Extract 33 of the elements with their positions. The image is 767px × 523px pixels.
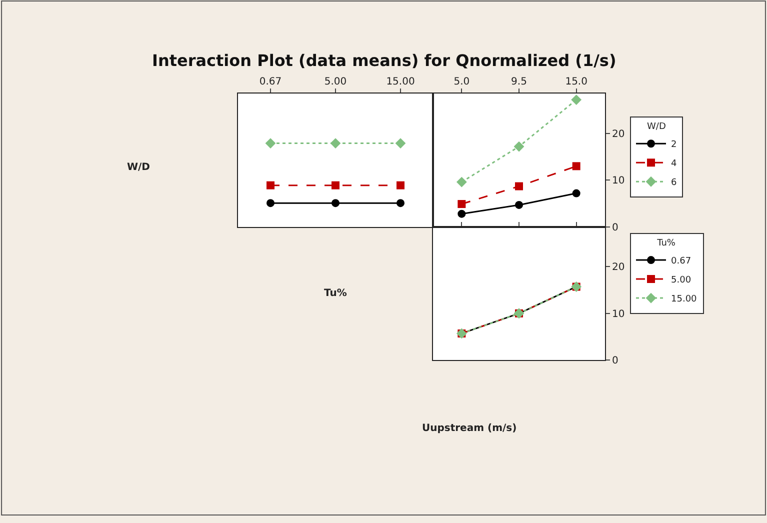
y-axis-title: Tu% bbox=[324, 288, 347, 299]
point bbox=[458, 210, 466, 218]
legend-label: 0.67 bbox=[671, 256, 692, 267]
chart-title: Interaction Plot (data means) for Qnormalized (1/s) bbox=[152, 51, 616, 70]
point bbox=[572, 189, 580, 198]
legend-title: W/D bbox=[647, 122, 666, 132]
legend-label: 2 bbox=[671, 140, 677, 150]
x-axis-title: Uupstream (m/s) bbox=[422, 423, 517, 434]
y-axis-title: W/D bbox=[127, 162, 150, 173]
x-tick-label: 5.00 bbox=[324, 76, 347, 88]
point bbox=[571, 94, 582, 106]
y-tick-label: 10 bbox=[612, 176, 625, 187]
point bbox=[572, 162, 580, 170]
point bbox=[514, 141, 524, 152]
x-tick-label: 15.00 bbox=[386, 76, 415, 88]
legend-title: Tu% bbox=[656, 238, 676, 249]
legend-label: 15.00 bbox=[671, 294, 698, 305]
x-tick-label: 9.5 bbox=[511, 76, 527, 88]
point bbox=[515, 200, 523, 209]
y-tick-label: 20 bbox=[612, 128, 625, 140]
y-tick-label: 20 bbox=[612, 262, 625, 274]
y-tick-label: 0 bbox=[612, 222, 618, 234]
legend-label: 6 bbox=[671, 178, 677, 188]
x-tick-label: 15.0 bbox=[565, 76, 588, 88]
point bbox=[456, 176, 467, 188]
x-tick-label: 5.0 bbox=[454, 76, 470, 88]
point bbox=[458, 200, 466, 208]
legend-label: 5.00 bbox=[671, 276, 692, 286]
y-tick-label: 10 bbox=[612, 308, 625, 320]
x-tick-label: 0.67 bbox=[259, 76, 282, 88]
point bbox=[515, 182, 523, 190]
legend-label: 4 bbox=[671, 159, 677, 170]
y-tick-label: 0 bbox=[612, 356, 618, 367]
